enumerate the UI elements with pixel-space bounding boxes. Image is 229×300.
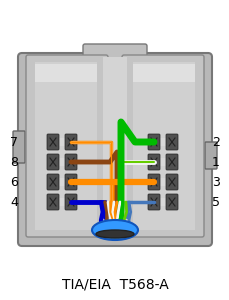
Bar [132, 62, 194, 230]
FancyBboxPatch shape [47, 134, 59, 150]
Bar [47, 198, 77, 206]
Text: TIA/EIA  T568-A: TIA/EIA T568-A [61, 278, 168, 292]
FancyBboxPatch shape [47, 154, 59, 170]
Bar [35, 64, 97, 82]
Text: 8: 8 [10, 155, 18, 169]
FancyBboxPatch shape [121, 55, 203, 237]
FancyBboxPatch shape [65, 194, 77, 210]
FancyBboxPatch shape [165, 174, 177, 190]
FancyBboxPatch shape [165, 154, 177, 170]
FancyBboxPatch shape [204, 142, 216, 169]
FancyBboxPatch shape [13, 131, 25, 163]
Bar [147, 158, 177, 166]
Bar [47, 178, 77, 186]
Bar [47, 138, 77, 146]
Bar [147, 178, 177, 186]
Bar [147, 198, 177, 206]
Bar [35, 62, 97, 230]
FancyBboxPatch shape [65, 174, 77, 190]
Text: 6: 6 [10, 176, 18, 188]
FancyBboxPatch shape [147, 134, 159, 150]
FancyBboxPatch shape [147, 154, 159, 170]
Text: 4: 4 [10, 196, 18, 208]
FancyBboxPatch shape [83, 44, 146, 62]
FancyBboxPatch shape [65, 134, 77, 150]
FancyBboxPatch shape [147, 194, 159, 210]
Text: 7: 7 [10, 136, 18, 148]
Text: 1: 1 [211, 155, 219, 169]
FancyBboxPatch shape [65, 154, 77, 170]
FancyBboxPatch shape [165, 134, 177, 150]
Bar [100, 58, 129, 72]
Ellipse shape [95, 230, 134, 238]
Text: 2: 2 [211, 136, 219, 148]
FancyBboxPatch shape [18, 53, 211, 246]
FancyBboxPatch shape [165, 194, 177, 210]
Bar [147, 138, 177, 146]
Bar [103, 57, 126, 235]
FancyBboxPatch shape [26, 55, 108, 237]
FancyBboxPatch shape [47, 194, 59, 210]
Text: 5: 5 [211, 196, 219, 208]
Bar [132, 64, 194, 82]
FancyBboxPatch shape [47, 174, 59, 190]
Bar [47, 158, 77, 166]
Text: 3: 3 [211, 176, 219, 188]
FancyBboxPatch shape [147, 174, 159, 190]
Ellipse shape [92, 220, 137, 240]
